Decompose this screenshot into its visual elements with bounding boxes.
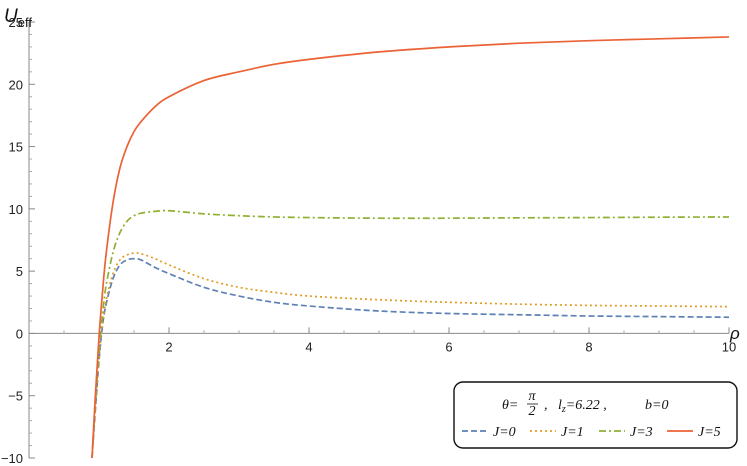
legend-box: [453, 381, 738, 449]
legend-label: J=3: [630, 425, 653, 440]
x-tick-label: 2: [165, 339, 172, 354]
x-tick-label: 8: [585, 339, 592, 354]
axes: 2 4 6 8 10 −10 −5 0 5 10 15 20 25: [1, 15, 736, 466]
series-layer: [91, 36, 730, 459]
y-tick-label: 20: [9, 77, 23, 92]
legend-label: J=5: [698, 425, 721, 440]
x-tick-label: 10: [722, 339, 736, 354]
legend-entries: J=0 J=1 J=3 J=5: [462, 425, 721, 440]
legend-label: J=0: [493, 425, 516, 440]
y-tick-label: −10: [1, 451, 23, 466]
legend-lz-letter: l: [558, 398, 562, 413]
legend-equals: =: [509, 398, 518, 413]
legend-theta: θ: [502, 398, 509, 413]
y-tick-label: 10: [9, 202, 23, 217]
x-axis-title: ρ: [729, 324, 740, 343]
y-tick-label: 0: [16, 326, 23, 341]
y-tick-label: 25: [9, 15, 23, 30]
legend-lz-sub: z: [561, 404, 566, 415]
legend-b: b=0: [645, 398, 668, 413]
legend-label: J=1: [561, 425, 584, 440]
x-tick-label: 6: [445, 339, 452, 354]
series-line-j1: [91, 252, 730, 459]
y-tick-label: 5: [16, 264, 23, 279]
legend-title: θ= π 2 , lz=6.22 , b=0: [502, 389, 668, 419]
legend-pi: π: [528, 389, 536, 404]
y-tick-label: −5: [8, 389, 23, 404]
x-tick-label: 4: [305, 339, 312, 354]
series-line-j3: [91, 209, 730, 459]
svg-text:lz=6.22 ,: lz=6.22 ,: [558, 398, 607, 415]
y-axis-title-subscript: eff: [18, 15, 33, 30]
series-line-j5: [91, 36, 730, 459]
svg-text:,: ,: [544, 398, 548, 413]
y-tick-label: 15: [9, 140, 23, 155]
legend-lz-value: =6.22 ,: [566, 398, 607, 413]
y-axis-title: Ueff: [4, 6, 32, 30]
legend-two: 2: [529, 404, 536, 419]
legend: θ= π 2 , lz=6.22 , b=0 J=0 J=1 J=3 J=5: [453, 381, 738, 449]
svg-text:θ=: θ=: [502, 398, 518, 413]
